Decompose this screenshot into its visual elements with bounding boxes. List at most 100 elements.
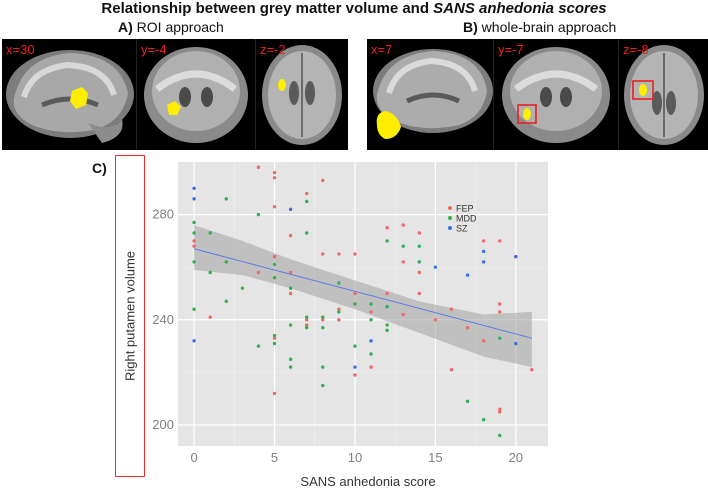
data-point-fep [498, 310, 502, 314]
data-point-mdd [256, 212, 261, 217]
x-tick-label: 20 [509, 450, 523, 465]
y-tick-label: 240 [152, 312, 174, 327]
x-tick-label: 15 [428, 450, 442, 465]
data-point-fep [417, 231, 422, 235]
data-point-fep [465, 325, 470, 330]
data-point-mdd [321, 325, 325, 330]
data-point-mdd [272, 276, 277, 280]
data-point-mdd [304, 325, 309, 330]
data-point-sz [514, 254, 518, 259]
data-point-fep [337, 318, 341, 322]
scan-b-axial: z=-8 [619, 39, 708, 150]
y-tick-label: 200 [152, 417, 174, 432]
data-point-fep [272, 176, 277, 180]
data-point-fep [304, 318, 309, 322]
data-point-mdd [385, 328, 389, 332]
scan-a-coronal: y=-4 [137, 39, 256, 150]
data-point-mdd [481, 418, 486, 422]
data-point-fep [208, 315, 212, 319]
data-point-sz [353, 365, 357, 369]
data-point-fep [433, 318, 438, 322]
data-point-sz [192, 339, 196, 343]
data-point-mdd [417, 260, 422, 264]
data-point-mdd [417, 244, 422, 248]
data-point-mdd [192, 220, 196, 225]
data-point-sz [481, 249, 486, 254]
data-point-mdd [465, 399, 470, 403]
data-point-fep [337, 252, 341, 256]
data-point-fep [401, 223, 405, 227]
scan-coordinate: x=7 [371, 42, 393, 57]
data-point-fep [304, 191, 309, 196]
x-tick-label: 10 [348, 450, 362, 465]
data-point-mdd [304, 231, 309, 235]
data-point-fep [321, 318, 325, 322]
data-point-fep [385, 226, 389, 230]
data-point-fep [272, 205, 277, 209]
data-point-mdd [498, 433, 502, 438]
data-point-fep [449, 307, 454, 311]
panel-c-label: C) [92, 160, 107, 176]
data-point-mdd [272, 333, 277, 338]
data-point-mdd [353, 302, 357, 306]
data-point-fep [288, 270, 293, 275]
data-point-mdd [385, 323, 389, 327]
legend-label-mdd: MDD [456, 214, 477, 224]
data-point-fep [417, 291, 422, 296]
x-axis-label: SANS anhedonia score [300, 474, 436, 489]
data-point-mdd [304, 315, 309, 319]
legend-marker-sz [448, 226, 452, 230]
data-point-sz [369, 339, 373, 343]
data-point-mdd [401, 244, 405, 248]
data-point-fep [321, 252, 325, 256]
data-point-mdd [192, 307, 196, 311]
data-point-fep [449, 368, 454, 372]
data-point-fep [498, 239, 502, 243]
panel-b-scans: x=7 y=-7 z=-8 [367, 39, 708, 150]
data-point-fep [192, 239, 196, 243]
data-point-fep [481, 339, 486, 343]
legend-label-fep: FEP [456, 204, 474, 214]
data-point-mdd [304, 199, 309, 204]
data-point-fep [272, 170, 277, 175]
data-point-fep [498, 410, 502, 414]
legend-marker-fep [448, 206, 452, 210]
legend-label-sz: SZ [456, 224, 468, 234]
data-point-sz [481, 260, 486, 264]
data-point-mdd [224, 197, 228, 201]
data-point-fep [353, 373, 357, 377]
data-point-mdd [369, 318, 373, 322]
data-point-fep [272, 254, 277, 259]
data-point-mdd [224, 260, 228, 264]
data-point-mdd [498, 336, 502, 340]
y-tick-label: 280 [152, 207, 174, 222]
data-point-fep [256, 165, 261, 169]
data-point-mdd [256, 344, 261, 348]
data-point-mdd [208, 270, 212, 275]
data-point-sz [192, 197, 196, 201]
figure-title: Relationship between grey matter volume … [101, 0, 607, 17]
scan-coordinate: z=-2 [260, 42, 286, 57]
ylabel-highlight-box [115, 155, 145, 477]
panel-b-label: B) whole-brain approach [463, 19, 617, 35]
data-point-fep [401, 312, 405, 317]
data-point-mdd [369, 302, 373, 306]
scan-a-sagittal: x=30 [2, 39, 137, 150]
data-point-fep [498, 407, 502, 411]
data-point-fep [369, 365, 373, 369]
data-point-mdd [369, 352, 373, 356]
scan-a-axial: z=-2 [256, 39, 348, 150]
data-point-fep [481, 239, 486, 243]
data-point-mdd [288, 323, 293, 327]
data-point-fep [304, 323, 309, 327]
data-point-mdd [353, 344, 357, 348]
data-point-mdd [288, 365, 293, 369]
data-point-mdd [385, 304, 389, 309]
y-axis-label: Right putamen volume [122, 250, 138, 382]
data-point-mdd [337, 281, 341, 285]
legend-marker-mdd [448, 216, 452, 220]
panel-a-label: A) ROI approach [118, 19, 224, 35]
data-point-fep [288, 233, 293, 238]
data-point-mdd [321, 383, 325, 388]
